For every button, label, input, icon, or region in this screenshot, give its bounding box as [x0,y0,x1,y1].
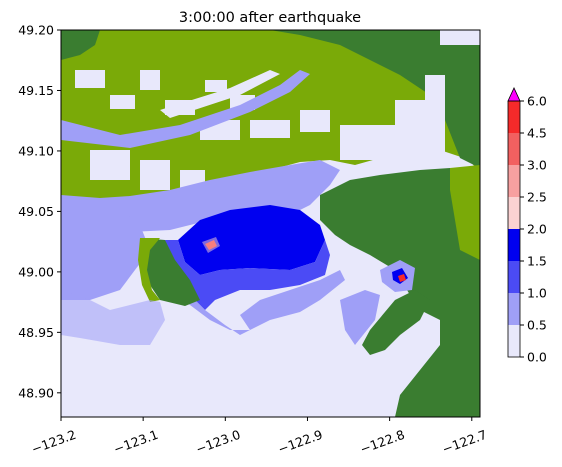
mid-ring [165,240,330,310]
land-peninsula-west [140,238,200,306]
y-tick-label: 48.90 [18,385,54,400]
colorbar-tick-label: 0.5 [527,318,547,333]
south-shallow [340,290,380,345]
deep-core [178,205,325,275]
colorbar-extend-triangle [507,87,521,102]
x-tick-label: −123.0 [194,427,243,457]
colorbar-segment [508,261,520,293]
x-tick-label: −122.7 [440,427,489,457]
colorbar: 0.0 0.5 1.0 1.5 2.0 2.5 3.0 4.5 6.0 [507,87,547,365]
colorbar-segment [508,325,520,357]
land-southeast [320,168,480,417]
land-north-high-2 [61,30,100,60]
y-tick-label: 49.00 [18,264,54,279]
x-tick-label: −122.9 [276,427,325,457]
colorbar-tick-label: 2.5 [527,190,547,205]
colorbar-segment [508,229,520,261]
colorbar-tick-label: 0.0 [527,350,547,365]
peak-spot-east [398,274,406,282]
west-shallow [61,198,150,300]
y-axis: 48.90 48.95 49.00 49.05 49.10 49.15 49.20 [18,23,61,400]
river-channel-2 [160,70,280,118]
inundation-map [61,30,480,417]
peak-spot-west-halo [202,237,220,253]
colorbar-tick-label: 2.0 [527,222,547,237]
plot-frame [60,29,481,418]
y-tick-label: 48.95 [18,325,54,340]
x-axis: −123.2 −123.1 −123.0 −122.9 −122.8 −122.7 [29,417,489,457]
colorbar-tick-label: 1.0 [527,286,547,301]
colorbar-tick-label: 4.5 [527,126,547,141]
colorbar-segment [508,101,520,133]
south-shallow-2 [61,290,165,345]
colorbar-tick-label: 6.0 [527,94,547,109]
x-tick-label: −123.2 [29,427,78,457]
chart-title: 3:00:00 after earthquake [179,10,361,26]
land-spit [362,290,430,355]
colorbar-tick-label: 1.5 [527,254,547,269]
land-peninsula-west-edge [138,238,160,302]
y-tick-label: 49.05 [18,204,54,219]
x-tick-label: −122.8 [358,427,407,457]
colorbar-segment [508,293,520,325]
colorbar-tick-label: 3.0 [527,158,547,173]
south-spread [155,250,345,335]
y-tick-label: 49.10 [18,143,54,158]
x-tick-label: −123.1 [112,427,161,457]
colorbar-segment [508,133,520,165]
y-tick-label: 49.20 [18,23,54,38]
river-channel [61,70,310,148]
colorbar-segment [508,165,520,197]
land-north-high [270,30,480,168]
land-southeast-low [450,165,480,260]
y-tick-label: 49.15 [18,83,54,98]
colorbar-segment [508,197,520,229]
